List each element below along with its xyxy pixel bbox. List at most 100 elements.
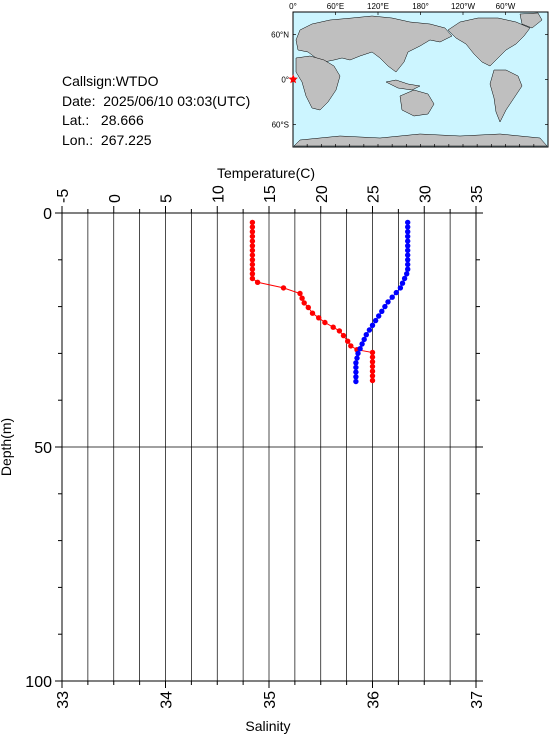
data-point-temperature: [376, 313, 382, 319]
data-point-salinity: [249, 257, 256, 263]
data-point-salinity: [309, 310, 316, 316]
data-point-salinity: [369, 349, 376, 356]
top-axis-tick-label: 0: [107, 194, 124, 203]
australia-land: [399, 89, 435, 117]
data-point-temperature: [401, 275, 408, 282]
data-point-salinity: [316, 315, 322, 321]
data-point-temperature: [379, 308, 385, 314]
data-point-temperature: [405, 224, 411, 230]
map-lon-label: 0°: [289, 2, 297, 11]
africa-land: [295, 55, 341, 111]
data-point-salinity: [297, 290, 303, 297]
data-point-salinity: [336, 328, 343, 334]
series-salinity: [249, 219, 376, 384]
data-point-salinity: [249, 271, 256, 277]
map-lat-label: 60°N: [271, 31, 289, 40]
station-marker-icon: [288, 74, 298, 84]
data-point-salinity: [369, 359, 376, 365]
data-point-temperature: [405, 247, 411, 254]
data-point-temperature: [353, 364, 359, 371]
data-point-temperature: [404, 271, 410, 277]
bottom-axis-tick-label: 37: [469, 691, 486, 709]
data-point-salinity: [330, 324, 336, 330]
data-point-temperature: [357, 346, 363, 352]
chart-ticks: [55, 206, 483, 688]
callsign-text: Callsign:WTDO: [62, 73, 159, 89]
bottom-axis-tick-label: 34: [159, 691, 176, 709]
data-point-temperature: [353, 360, 359, 366]
top-axis-tick-label: 10: [210, 185, 227, 203]
data-point-temperature: [405, 219, 411, 226]
data-point-temperature: [353, 378, 359, 385]
top-axis-tick-label: 5: [159, 194, 176, 203]
data-point-salinity: [280, 285, 287, 291]
data-point-salinity: [369, 368, 376, 374]
left-axis-tick-label: 50: [34, 440, 52, 457]
date-text: Date: 2025/06/10 03:03(UTC): [62, 92, 251, 109]
indonesia-land: [385, 79, 421, 91]
data-point-temperature: [355, 350, 361, 357]
data-point-salinity: [249, 252, 256, 258]
data-point-salinity: [305, 304, 311, 311]
data-point-salinity: [299, 295, 305, 301]
latitude-text: Lat.: 28.666: [62, 112, 144, 128]
data-point-temperature: [405, 229, 411, 235]
north-america-land: [447, 17, 531, 67]
bottom-axis-tick-label: 36: [366, 691, 383, 709]
data-point-salinity: [249, 219, 256, 226]
data-point-salinity: [249, 275, 256, 282]
top-axis-tick-label: 20: [314, 185, 331, 203]
data-point-temperature: [405, 252, 411, 258]
data-point-temperature: [369, 322, 376, 328]
data-point-temperature: [353, 369, 359, 375]
data-point-temperature: [393, 289, 399, 296]
data-point-temperature: [405, 233, 411, 240]
data-point-temperature: [354, 355, 360, 361]
longitude-text: Lon.: 267.225: [62, 131, 152, 148]
data-point-salinity: [249, 229, 256, 235]
map-lon-label: 60°W: [496, 2, 516, 11]
series-line-salinity: [251, 222, 373, 381]
data-point-salinity: [254, 279, 261, 285]
data-point-temperature: [405, 238, 411, 244]
station-info: Callsign:WTDO Date: 2025/06/10 03:03(UTC…: [62, 72, 250, 150]
data-point-salinity: [301, 300, 307, 306]
top-axis-tick-label: 35: [469, 185, 486, 203]
map-lon-label: 60°E: [327, 2, 344, 11]
map-lon-label: 120°E: [367, 2, 389, 11]
data-point-temperature: [363, 332, 369, 338]
map-ticks: [292, 12, 549, 147]
data-point-salinity: [249, 233, 256, 240]
map-lat-label: 60°S: [272, 121, 289, 130]
data-point-temperature: [361, 336, 367, 343]
left-axis-tick-label: 100: [25, 674, 52, 691]
data-point-temperature: [399, 280, 406, 286]
data-point-salinity: [249, 266, 256, 272]
data-point-salinity: [369, 354, 376, 360]
eurasia-land: [295, 15, 453, 73]
top-axis-tick-label: 25: [366, 185, 383, 203]
data-point-temperature: [405, 257, 411, 263]
data-point-salinity: [249, 224, 256, 230]
data-point-salinity: [369, 363, 376, 370]
data-point-salinity: [369, 373, 376, 379]
data-point-salinity: [340, 332, 347, 339]
data-point-temperature: [353, 374, 359, 380]
data-point-salinity: [345, 338, 351, 344]
data-point-salinity: [369, 377, 376, 384]
map-labels: 0° 60°E 120°E 180° 120°W 60°W 60°N 0° 60°S: [271, 2, 516, 130]
bottom-axis-tick-label: 33: [55, 691, 72, 709]
series-line-temperature: [355, 222, 409, 382]
data-point-temperature: [382, 303, 388, 310]
data-point-temperature: [405, 261, 411, 268]
data-point-temperature: [385, 299, 391, 305]
top-axis-tick-label: -5: [55, 189, 72, 203]
data-point-temperature: [405, 243, 411, 249]
data-point-salinity: [348, 343, 354, 349]
data-point-temperature: [397, 285, 404, 291]
left-axis-label: Depth(m): [0, 418, 14, 476]
data-point-salinity: [249, 243, 256, 249]
world-map: 0° 60°E 120°E 180° 120°W 60°W 60°N 0° 60°S: [271, 2, 549, 148]
data-point-salinity: [249, 261, 256, 268]
